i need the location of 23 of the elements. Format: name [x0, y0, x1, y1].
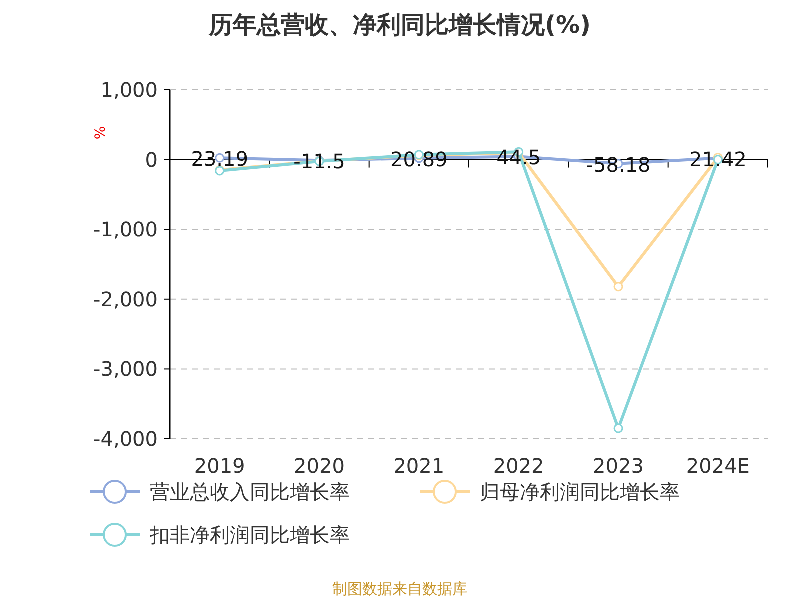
data-label: 21.42 [690, 147, 747, 172]
data-label: -58.18 [586, 152, 651, 177]
text: 制图数据来自数据库 [332, 580, 468, 598]
x-tick-label: 2023 [593, 454, 644, 478]
legend-label: 营业总收入同比增长率 [150, 480, 350, 504]
y-tick-label: -3,000 [94, 357, 158, 382]
y-tick-label: -2,000 [94, 287, 158, 312]
y-axis-title: % [93, 126, 109, 140]
y-tick-label: -1,000 [94, 218, 158, 242]
chart-title: 历年总营收、净利同比增长情况(%) [208, 11, 591, 39]
data-label: -11.5 [294, 150, 346, 174]
y-tick-label: -4,000 [94, 427, 158, 451]
y-tick-label: 0 [145, 148, 158, 172]
x-tick-label: 2021 [394, 454, 445, 478]
point [614, 424, 624, 434]
x-tick-label: 2022 [493, 454, 544, 478]
point [614, 282, 624, 292]
x-tick-label: 2024E [686, 454, 750, 478]
x-tick-label: 2020 [294, 454, 345, 478]
legend-label: 扣非净利润同比增长率 [149, 523, 350, 547]
x-tick-label: 2019 [194, 454, 246, 478]
y-tick-label: 1,000 [100, 78, 158, 102]
legend-label: 归母净利润同比增长率 [480, 480, 680, 504]
